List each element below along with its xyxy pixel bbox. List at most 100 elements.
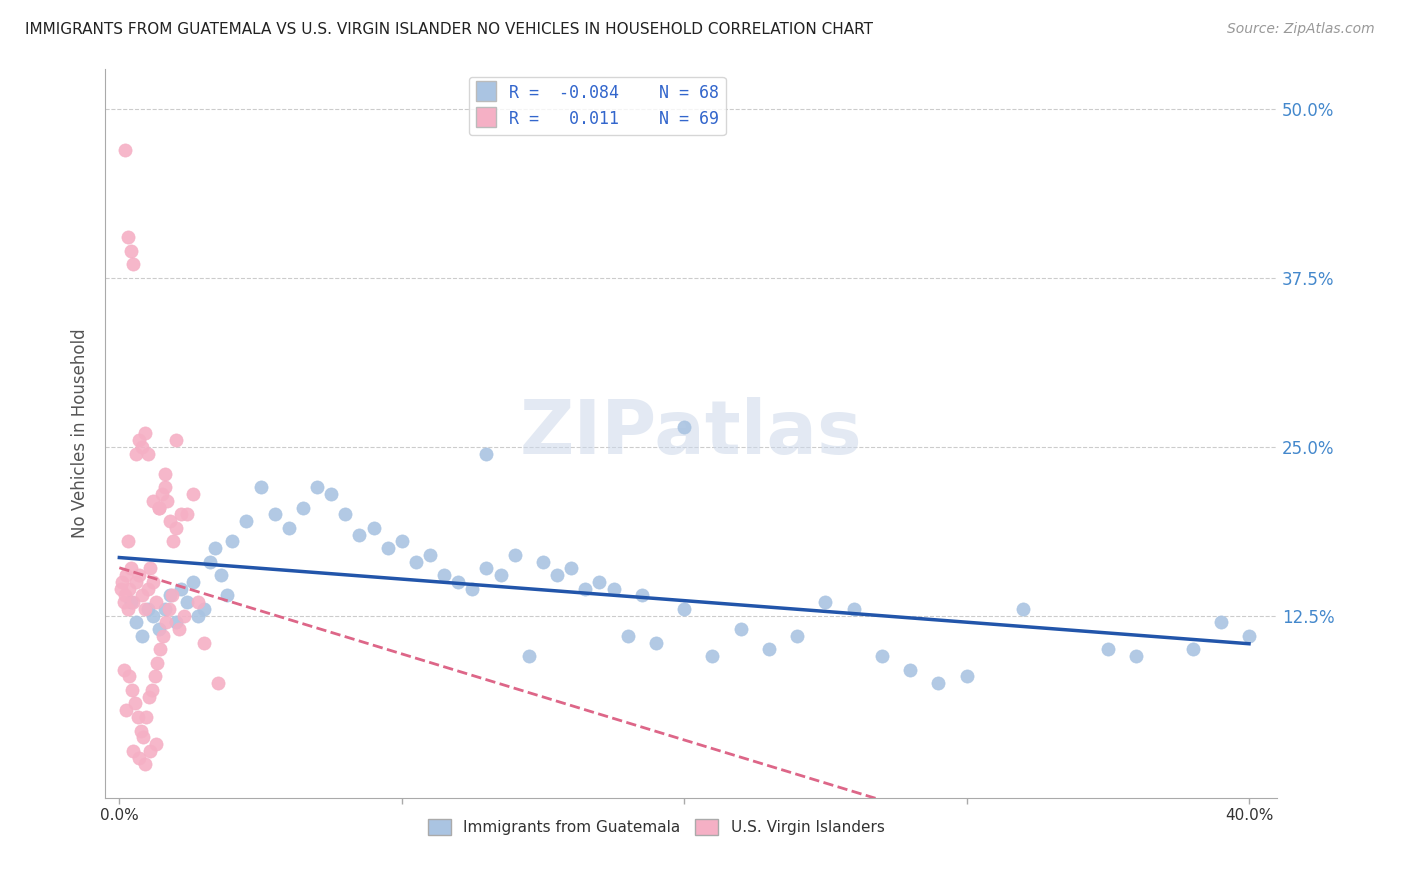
Point [461, 582, 484, 596]
Point [111, 574, 134, 589]
Point [159, 514, 181, 528]
Point [702, 649, 724, 664]
Point [377, 541, 399, 555]
Point [616, 629, 638, 643]
Point [630, 589, 652, 603]
Point [120, 244, 142, 258]
Point [602, 582, 624, 596]
Point [134, 757, 156, 772]
Point [110, 582, 132, 596]
Point [405, 555, 427, 569]
Point [842, 602, 865, 616]
Point [136, 602, 159, 616]
Point [814, 595, 837, 609]
Point [134, 602, 156, 616]
Point [198, 555, 221, 569]
Point [135, 710, 157, 724]
Point [1237, 629, 1260, 643]
Point [1209, 615, 1232, 630]
Point [730, 622, 752, 636]
Point [115, 568, 138, 582]
Point [120, 595, 142, 609]
Point [139, 561, 162, 575]
Point [148, 500, 170, 515]
Point [207, 676, 229, 690]
Point [115, 703, 138, 717]
Point [146, 656, 169, 670]
Point [128, 750, 150, 764]
Point [131, 629, 153, 643]
Point [1012, 602, 1035, 616]
Point [134, 426, 156, 441]
Text: IMMIGRANTS FROM GUATEMALA VS U.S. VIRGIN ISLANDER NO VEHICLES IN HOUSEHOLD CORRE: IMMIGRANTS FROM GUATEMALA VS U.S. VIRGIN… [25, 22, 873, 37]
Point [235, 514, 257, 528]
Point [114, 589, 136, 603]
Point [112, 663, 135, 677]
Point [517, 649, 540, 664]
Point [170, 582, 193, 596]
Point [149, 642, 172, 657]
Point [162, 534, 184, 549]
Point [138, 690, 160, 704]
Point [588, 574, 610, 589]
Point [927, 676, 949, 690]
Point [167, 622, 190, 636]
Point [127, 710, 149, 724]
Point [898, 663, 921, 677]
Point [142, 574, 165, 589]
Text: Source: ZipAtlas.com: Source: ZipAtlas.com [1227, 22, 1375, 37]
Point [204, 541, 226, 555]
Point [150, 487, 173, 501]
Point [574, 582, 596, 596]
Point [122, 744, 145, 758]
Point [128, 568, 150, 582]
Point [153, 602, 176, 616]
Point [118, 669, 141, 683]
Point [117, 534, 139, 549]
Point [125, 446, 148, 460]
Y-axis label: No Vehicles in Household: No Vehicles in Household [72, 328, 89, 538]
Point [181, 574, 204, 589]
Point [1181, 642, 1204, 657]
Point [165, 521, 187, 535]
Point [475, 446, 498, 460]
Point [165, 615, 187, 630]
Point [122, 595, 145, 609]
Point [173, 608, 195, 623]
Point [122, 257, 145, 271]
Point [870, 649, 893, 664]
Point [152, 629, 174, 643]
Point [277, 521, 299, 535]
Point [145, 595, 167, 609]
Point [128, 433, 150, 447]
Point [121, 683, 143, 698]
Point [475, 561, 498, 575]
Point [645, 636, 668, 650]
Point [176, 508, 198, 522]
Point [181, 487, 204, 501]
Point [503, 548, 526, 562]
Point [131, 589, 153, 603]
Point [291, 500, 314, 515]
Point [176, 595, 198, 609]
Point [125, 615, 148, 630]
Point [335, 508, 357, 522]
Point [124, 697, 146, 711]
Point [209, 568, 232, 582]
Point [187, 608, 209, 623]
Point [193, 602, 215, 616]
Point [349, 527, 371, 541]
Point [155, 615, 177, 630]
Point [142, 608, 165, 623]
Point [673, 419, 696, 434]
Point [1125, 649, 1147, 664]
Point [955, 669, 977, 683]
Point [120, 561, 142, 575]
Point [131, 440, 153, 454]
Text: ZIPatlas: ZIPatlas [520, 397, 862, 470]
Point [148, 622, 170, 636]
Point [321, 487, 343, 501]
Point [489, 568, 512, 582]
Point [145, 737, 167, 751]
Point [117, 602, 139, 616]
